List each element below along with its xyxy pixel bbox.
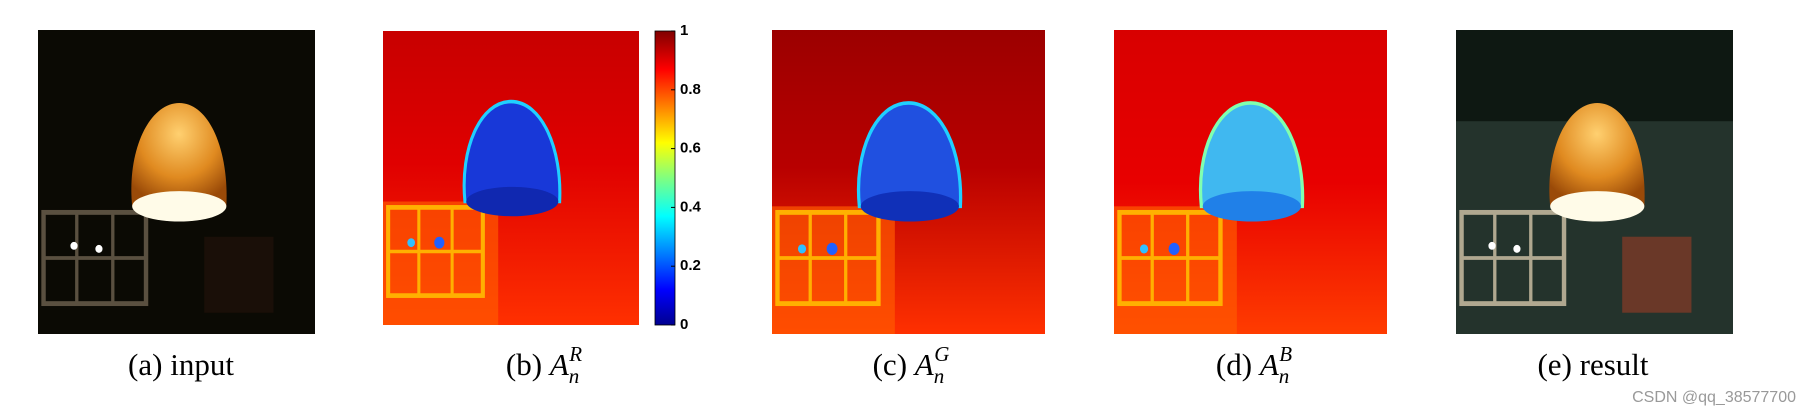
- colorbar-tick-label: 0.2: [680, 257, 701, 274]
- caption: (a) input: [128, 347, 234, 382]
- caption-prefix: (c): [873, 347, 907, 382]
- heatmap-g: [772, 30, 1045, 334]
- caption-symbol: A: [1258, 347, 1280, 382]
- caption-prefix: (b): [506, 347, 542, 382]
- caption-superscript: B: [1279, 342, 1292, 366]
- colorbar-tick-label: 0: [680, 316, 688, 333]
- colorbar-tick-label: 0.8: [680, 81, 701, 98]
- caption: (e) result: [1537, 347, 1648, 382]
- caption-superscript: G: [934, 342, 949, 366]
- heatmap-r: [383, 31, 639, 325]
- watermark: CSDN @qq_38577700: [1632, 389, 1796, 406]
- caption-superscript: R: [568, 342, 582, 366]
- colorbar-tick-label: 0.6: [680, 140, 701, 157]
- caption-symbol: A: [548, 347, 570, 382]
- colorbar: [654, 30, 676, 326]
- caption-subscript: n: [1279, 364, 1290, 388]
- caption: (b) AnR: [506, 342, 582, 388]
- caption-symbol: A: [913, 347, 935, 382]
- heatmap-b: [1114, 30, 1387, 334]
- caption: (d) AnB: [1216, 342, 1292, 388]
- colorbar-tick-label: 0.4: [680, 198, 702, 215]
- result-image: [1456, 30, 1733, 334]
- caption: (c) AnG: [873, 342, 950, 388]
- caption-subscript: n: [934, 364, 945, 388]
- caption-prefix: (d): [1216, 347, 1252, 382]
- colorbar-tick-label: 1: [680, 22, 688, 39]
- caption-subscript: n: [569, 364, 580, 388]
- input-image: [38, 30, 315, 334]
